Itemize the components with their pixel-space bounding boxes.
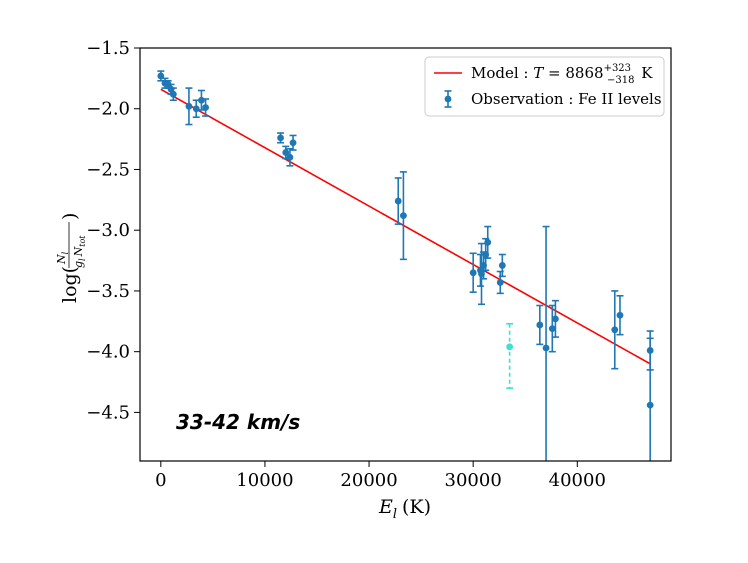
data-marker (616, 311, 624, 319)
data-marker (469, 269, 477, 277)
data-marker (542, 344, 550, 352)
data-marker (202, 104, 209, 111)
x-axis-label: El (K) (378, 496, 431, 522)
y-axis-ticks: −1.5 −2.0 −2.5 −3.0 −3.5 −4.0 −4.5 (86, 38, 140, 423)
y-axis-label-den: glNtot (72, 235, 87, 268)
data-point (551, 299, 559, 338)
data-marker (611, 326, 619, 334)
y-axis-label: log( Nl glNtot ) (55, 213, 87, 303)
data-marker (496, 279, 504, 286)
legend-model-label: Model : T = 8868+323 −318 K (471, 63, 653, 86)
x-axis-label-sub: l (393, 507, 397, 522)
outlier-point (506, 322, 514, 389)
data-marker (498, 262, 506, 269)
y-axis-label-num: Nl (55, 251, 70, 265)
x-tick-label: 10000 (236, 470, 293, 491)
data-point (169, 87, 177, 102)
x-tick-label: 30000 (445, 470, 502, 491)
data-marker (169, 90, 177, 98)
observation-points (157, 70, 654, 461)
y-axis-label-log: log( (59, 266, 81, 303)
legend-box (424, 56, 665, 117)
data-marker (552, 315, 559, 323)
legend: Model : T = 8868+323 −318 K Observation :… (424, 56, 665, 117)
data-point (399, 171, 407, 261)
velocity-annotation: 33-42 km/s (176, 410, 300, 434)
data-point (469, 252, 477, 293)
y-tick-label: −3.5 (86, 281, 130, 302)
plot-frame (139, 47, 672, 462)
legend-observation-swatch (444, 90, 452, 108)
data-point (202, 98, 210, 117)
y-tick-label: −3.0 (86, 220, 130, 241)
data-point (542, 225, 550, 461)
data-marker (277, 134, 284, 142)
x-tick-label: 0 (155, 470, 166, 491)
data-point (498, 253, 506, 278)
y-tick-label: −1.5 (86, 38, 130, 59)
plot-area (140, 48, 671, 461)
data-point (548, 304, 556, 353)
data-point (484, 225, 492, 259)
data-point (394, 177, 402, 225)
outlier-points (506, 322, 514, 389)
legend-observation-label: Observation : Fe II levels (471, 90, 662, 108)
data-point (536, 304, 544, 346)
model-line-group (160, 88, 651, 365)
x-tick-label: 20000 (340, 470, 397, 491)
data-marker (536, 321, 544, 329)
y-tick-label: −4.5 (86, 402, 130, 423)
data-marker (198, 96, 205, 104)
model-fit-line (160, 88, 651, 365)
data-marker (282, 149, 290, 156)
data-point (289, 134, 297, 151)
data-marker (646, 401, 654, 409)
y-tick-label: −2.0 (86, 99, 130, 120)
data-marker (548, 325, 556, 332)
data-marker (289, 139, 297, 147)
legend-marker (444, 95, 452, 103)
data-marker (400, 212, 407, 220)
y-tick-label: −2.5 (86, 159, 130, 180)
x-tick-label: 40000 (549, 470, 606, 491)
x-axis-label-unit: (K) (402, 496, 431, 518)
data-point (616, 294, 624, 336)
data-point (646, 337, 654, 461)
data-marker (394, 197, 402, 205)
y-tick-label: −4.0 (86, 342, 130, 363)
data-point (185, 87, 193, 126)
data-marker (286, 153, 294, 161)
y-axis-label-close: ) (59, 213, 81, 220)
x-axis-label-main: E (378, 496, 393, 518)
outlier-marker (506, 343, 514, 351)
x-axis-ticks: 0 10000 20000 30000 40000 (155, 461, 606, 491)
data-point (611, 290, 619, 370)
data-marker (185, 102, 193, 110)
data-marker (484, 238, 492, 246)
data-marker (192, 105, 200, 113)
data-point (277, 132, 285, 144)
